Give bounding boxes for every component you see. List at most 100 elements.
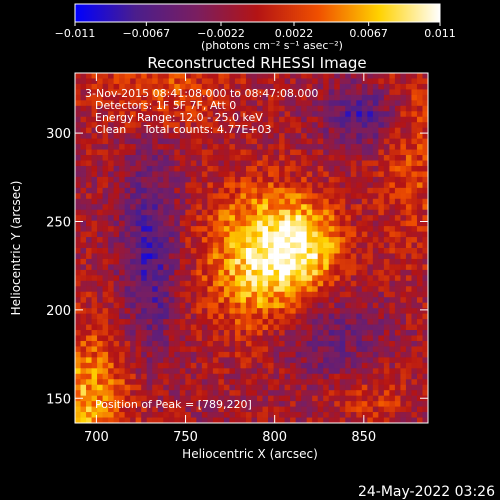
heatmap-cell: [80, 78, 87, 85]
heatmap-cell: [317, 209, 324, 216]
heatmap-cell: [306, 94, 313, 101]
heatmap-cell: [257, 401, 263, 407]
heatmap-cell: [251, 275, 258, 282]
heatmap-cell: [416, 406, 423, 413]
heatmap-cell: [86, 242, 92, 249]
heatmap-cell: [168, 324, 175, 331]
heatmap-cell: [372, 269, 379, 276]
heatmap-cell: [130, 209, 137, 216]
heatmap-cell: [196, 193, 203, 200]
heatmap-cell: [212, 193, 219, 200]
heatmap-cell: [422, 220, 429, 227]
heatmap-cell: [223, 78, 230, 85]
heatmap-cell: [378, 395, 385, 402]
heatmap-cell: [190, 324, 197, 331]
heatmap-cell: [339, 297, 346, 304]
heatmap-cell: [400, 182, 407, 189]
heatmap-cell: [97, 226, 103, 232]
heatmap-cell: [345, 149, 352, 156]
heatmap-cell: [201, 176, 208, 183]
heatmap-cell: [284, 193, 291, 200]
heatmap-cell: [273, 226, 280, 232]
heatmap-cell: [229, 258, 236, 265]
heatmap-cell: [367, 171, 374, 178]
heatmap-cell: [234, 100, 241, 107]
annotation-energy-range: Energy Range: 12.0 - 25.0 keV: [95, 111, 263, 124]
heatmap-cell: [422, 324, 429, 331]
heatmap-cell: [113, 291, 120, 298]
heatmap-cell: [422, 308, 429, 315]
heatmap-cell: [361, 176, 368, 183]
heatmap-cell: [234, 83, 241, 90]
heatmap-cell: [163, 395, 170, 402]
heatmap-cell: [141, 122, 148, 129]
heatmap-cell: [323, 258, 330, 265]
heatmap-cell: [108, 275, 115, 282]
heatmap-cell: [334, 269, 341, 276]
heatmap-cell: [174, 78, 181, 85]
heatmap-cell: [290, 127, 297, 134]
heatmap-cell: [157, 116, 164, 123]
heatmap-cell: [262, 160, 269, 167]
heatmap-cell: [223, 324, 230, 331]
heatmap-cell: [257, 100, 263, 107]
heatmap-cell: [416, 319, 423, 325]
heatmap-cell: [394, 313, 401, 320]
heatmap-cell: [306, 308, 313, 315]
heatmap-cell: [179, 406, 186, 413]
heatmap-cell: [416, 220, 423, 227]
heatmap-cell: [378, 242, 385, 249]
heatmap-cell: [251, 264, 258, 271]
heatmap-cell: [372, 116, 379, 123]
heatmap-cell: [400, 149, 407, 156]
heatmap-cell: [279, 324, 285, 331]
heatmap-cell: [157, 105, 164, 112]
heatmap-cell: [317, 253, 324, 260]
heatmap-cell: [218, 330, 225, 336]
heatmap-cell: [356, 248, 363, 254]
heatmap-cell: [356, 406, 363, 413]
heatmap-cell: [152, 193, 159, 200]
heatmap-cell: [152, 215, 159, 222]
heatmap-cell: [108, 357, 115, 364]
heatmap-cell: [268, 379, 274, 386]
heatmap-cell: [405, 319, 412, 325]
heatmap-cell: [400, 264, 407, 271]
heatmap-cell: [345, 133, 352, 140]
heatmap-cell: [262, 384, 269, 391]
heatmap-cell: [350, 176, 357, 183]
heatmap-cell: [312, 291, 319, 298]
heatmap-cell: [108, 94, 115, 101]
heatmap-cell: [257, 122, 263, 129]
heatmap-cell: [234, 193, 241, 200]
heatmap-cell: [378, 368, 385, 375]
heatmap-cell: [257, 187, 263, 194]
heatmap-cell: [262, 187, 269, 194]
heatmap-cell: [163, 89, 170, 96]
heatmap-cell: [207, 313, 214, 320]
heatmap-cell: [201, 133, 208, 140]
heatmap-cell: [234, 89, 241, 96]
heatmap-cell: [334, 302, 341, 309]
heatmap-cell: [389, 291, 396, 298]
heatmap-cell: [323, 209, 330, 216]
heatmap-cell: [378, 204, 385, 211]
heatmap-cell: [229, 335, 236, 342]
heatmap-cell: [108, 308, 115, 315]
heatmap-cell: [251, 417, 258, 424]
heatmap-cell: [339, 122, 346, 129]
heatmap-cell: [135, 237, 142, 243]
heatmap-cell: [356, 357, 363, 364]
heatmap-cell: [196, 149, 203, 156]
heatmap-cell: [323, 335, 330, 342]
heatmap-cell: [405, 182, 412, 189]
heatmap-cell: [361, 330, 368, 336]
heatmap-cell: [190, 155, 197, 161]
heatmap-cell: [212, 286, 219, 293]
heatmap-cell: [394, 209, 401, 216]
heatmap-cell: [394, 297, 401, 304]
heatmap-cell: [405, 209, 412, 216]
heatmap-cell: [75, 280, 81, 287]
heatmap-cell: [108, 269, 115, 276]
heatmap-cell: [389, 226, 396, 232]
